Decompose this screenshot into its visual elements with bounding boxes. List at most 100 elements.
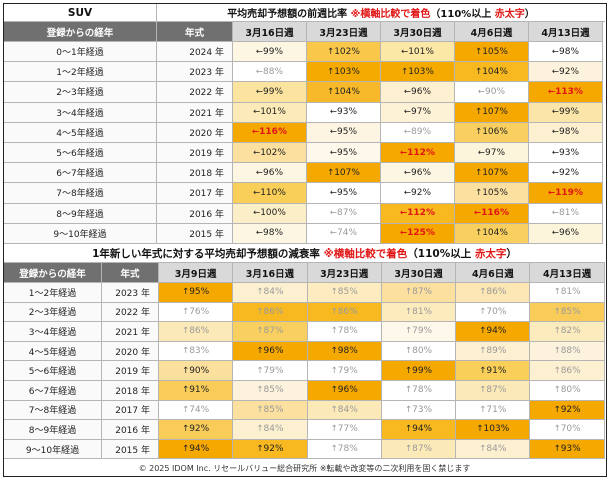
value-text: 76% bbox=[189, 306, 210, 317]
header-week: 3月9日週 bbox=[159, 263, 234, 283]
value-cell: ← 98% bbox=[233, 223, 307, 244]
bottom-title: 1年新しい年式に対する平均売却予想額の減衰率 ※横軸比較で着色 （110%以上 赤… bbox=[4, 244, 605, 263]
value-text: 87% bbox=[412, 287, 433, 298]
arrow-up-icon: ↑ bbox=[404, 385, 413, 396]
value-text: 94% bbox=[486, 326, 507, 337]
value-text: 70% bbox=[560, 424, 581, 435]
value-text: 98% bbox=[337, 346, 358, 357]
arrow-left-icon: ← bbox=[255, 86, 264, 97]
value-cell: ← 116% bbox=[455, 203, 529, 224]
arrow-left-icon: ← bbox=[253, 147, 261, 158]
value-cell: ← 113% bbox=[529, 82, 603, 103]
value-cell: ← 99% bbox=[529, 102, 603, 123]
row-year: 2024 年 bbox=[157, 42, 233, 63]
value-text: 88% bbox=[560, 346, 581, 357]
header-elapsed: 登録からの経年 bbox=[4, 263, 102, 283]
row-year: 2018 年 bbox=[157, 163, 233, 184]
value-text: 78% bbox=[337, 444, 358, 455]
value-text: 85% bbox=[263, 385, 284, 396]
arrow-up-icon: ↑ bbox=[330, 424, 338, 435]
value-cell: ← 96% bbox=[233, 163, 307, 184]
arrow-up-icon: ↑ bbox=[330, 444, 338, 455]
value-cell: ↑ 107% bbox=[455, 102, 529, 123]
arrow-left-icon: ← bbox=[551, 46, 560, 57]
value-cell: ↑ 91% bbox=[159, 380, 234, 401]
value-cell: ← 95% bbox=[307, 122, 381, 143]
arrow-left-icon: ← bbox=[548, 187, 556, 198]
value-cell: ↑ 103% bbox=[381, 62, 455, 83]
weekly-ratio-table: 登録からの経年 年式 3月16日週 3月23日週 3月30日週 4月6日週 4月13日週 0… bbox=[4, 22, 605, 244]
value-cell: ← 100% bbox=[233, 203, 307, 224]
arrow-up-icon: ↑ bbox=[475, 46, 483, 57]
arrow-up-icon: ↑ bbox=[327, 86, 335, 97]
arrow-up-icon: ↑ bbox=[404, 404, 413, 415]
value-cell: ← 99% bbox=[233, 42, 307, 63]
value-text: 107% bbox=[482, 167, 508, 178]
row-year: 2022 年 bbox=[157, 82, 233, 103]
arrow-up-icon: ↑ bbox=[404, 326, 413, 337]
arrow-up-icon: ↑ bbox=[330, 346, 338, 357]
value-text: 105% bbox=[482, 46, 508, 57]
value-text: 104% bbox=[482, 66, 508, 77]
value-text: 112% bbox=[407, 208, 435, 219]
value-text: 84% bbox=[486, 444, 507, 455]
value-text: 95% bbox=[189, 287, 210, 298]
arrow-left-icon: ← bbox=[551, 66, 560, 77]
value-text: 92% bbox=[559, 66, 580, 77]
value-text: 90% bbox=[189, 365, 210, 376]
value-text: 89% bbox=[411, 127, 432, 138]
value-cell: ↑ 105% bbox=[455, 183, 529, 204]
value-cell: ↑ 106% bbox=[455, 122, 529, 143]
value-text: 85% bbox=[337, 287, 358, 298]
row-label: 3～4年経過 bbox=[4, 102, 157, 123]
top-note-prefix: ※横軸比較で着色 bbox=[350, 9, 431, 20]
arrow-up-icon: ↑ bbox=[553, 326, 561, 337]
arrow-up-icon: ↑ bbox=[256, 306, 264, 317]
arrow-left-icon: ← bbox=[403, 127, 412, 138]
top-title-text: 平均売却予想額の前週比率 bbox=[227, 9, 348, 20]
value-cell: ← 92% bbox=[381, 183, 455, 204]
header-year: 年式 bbox=[157, 22, 233, 42]
bottom-note-paren-close: ） bbox=[506, 247, 517, 260]
row-year: 2016 年 bbox=[102, 420, 159, 440]
value-cell: ← 99% bbox=[233, 82, 307, 103]
arrow-up-icon: ↑ bbox=[256, 326, 264, 337]
bottom-title-text: 1年新しい年式に対する平均売却予想額の減衰率 bbox=[92, 247, 320, 260]
row-label: 2～3年経過 bbox=[4, 82, 157, 103]
value-text: 107% bbox=[334, 167, 360, 178]
value-text: 80% bbox=[412, 346, 433, 357]
value-cell: ← 95% bbox=[307, 142, 381, 164]
value-cell: ↑ 85% bbox=[530, 302, 605, 323]
arrow-up-icon: ↑ bbox=[553, 404, 561, 415]
value-text: 103% bbox=[408, 66, 434, 77]
row-year: 2021 年 bbox=[102, 322, 159, 342]
value-text: 70% bbox=[486, 306, 507, 317]
arrow-up-icon: ↑ bbox=[256, 365, 264, 376]
value-text: 103% bbox=[483, 424, 510, 435]
arrow-up-icon: ↑ bbox=[256, 287, 264, 298]
value-cell: ← 95% bbox=[307, 183, 381, 204]
row-label: 0～1年経過 bbox=[4, 42, 157, 63]
arrow-left-icon: ← bbox=[474, 208, 482, 219]
value-text: 107% bbox=[482, 107, 508, 118]
value-cell: ↑ 87% bbox=[381, 439, 457, 460]
value-cell: ← 96% bbox=[529, 223, 603, 244]
value-cell: ← 90% bbox=[455, 82, 529, 103]
value-cell: ← 98% bbox=[529, 42, 603, 63]
value-text: 86% bbox=[560, 365, 581, 376]
value-cell: ↑ 79% bbox=[307, 361, 382, 381]
value-text: 110% bbox=[260, 187, 286, 198]
value-cell: ↑ 82% bbox=[530, 322, 605, 342]
value-text: 106% bbox=[482, 127, 508, 138]
arrow-up-icon: ↑ bbox=[476, 424, 484, 435]
value-cell: ↑ 85% bbox=[233, 400, 308, 421]
value-text: 77% bbox=[337, 424, 358, 435]
arrow-up-icon: ↑ bbox=[330, 287, 338, 298]
row-label: 8～9年経過 bbox=[4, 420, 102, 440]
value-text: 98% bbox=[559, 46, 580, 57]
arrow-left-icon: ← bbox=[403, 107, 412, 118]
arrow-left-icon: ← bbox=[329, 228, 338, 239]
value-text: 99% bbox=[412, 365, 433, 376]
arrow-up-icon: ↑ bbox=[404, 444, 413, 455]
arrow-up-icon: ↑ bbox=[182, 365, 190, 376]
